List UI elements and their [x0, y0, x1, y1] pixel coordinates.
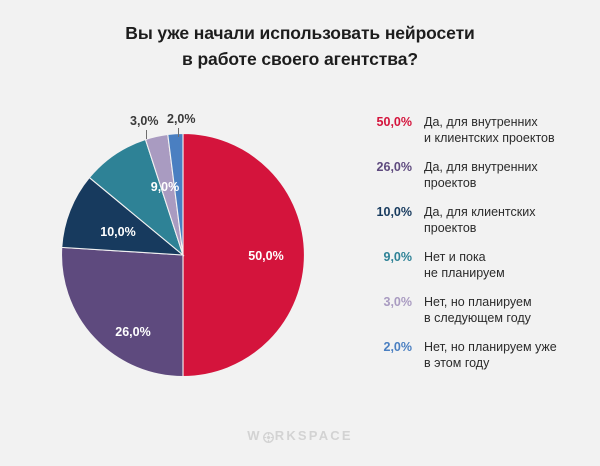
- legend-item[interactable]: 26,0% Да, для внутренних проектов: [360, 159, 595, 191]
- pie-outer-label-3: 3,0%: [130, 114, 159, 128]
- watermark: W RKSPACE: [0, 428, 600, 443]
- legend-item[interactable]: 9,0% Нет и пока не планируем: [360, 249, 595, 281]
- legend-item[interactable]: 50,0% Да, для внутренних и клиентских про…: [360, 114, 595, 146]
- legend-item[interactable]: 3,0% Нет, но планируем в следующем году: [360, 294, 595, 326]
- pie-chart: 50,0% 26,0% 10,0% 9,0%: [61, 133, 305, 377]
- legend-item-percent: 50,0%: [376, 115, 412, 129]
- legend-item-percent: 9,0%: [383, 250, 413, 264]
- pie-slice-label: 10,0%: [100, 225, 135, 239]
- pie-slice-label: 9,0%: [151, 180, 180, 194]
- legend-item-percent: 26,0%: [376, 160, 412, 174]
- watermark-text-before: W: [247, 428, 262, 443]
- watermark-text-after: RKSPACE: [274, 428, 353, 443]
- legend: 50,0% Да, для внутренних и клиентских про…: [360, 114, 595, 384]
- pie-slice-group: [61, 133, 305, 377]
- legend-item[interactable]: 10,0% Да, для клиентских проектов: [360, 204, 595, 236]
- legend-item-label: Нет, но планируем уже в этом году: [424, 340, 557, 370]
- legend-item-label: Нет и пока не планируем: [424, 250, 505, 280]
- pie-chart-svg: 50,0% 26,0% 10,0% 9,0%: [61, 133, 305, 377]
- legend-item-percent: 3,0%: [383, 295, 413, 309]
- pie-label-group: 50,0% 26,0% 10,0% 9,0%: [100, 180, 283, 339]
- pie-outer-label-2: 2,0%: [167, 112, 196, 126]
- pie-slice[interactable]: [61, 246, 184, 377]
- legend-item-percent: 10,0%: [376, 205, 412, 219]
- globe-icon: [262, 431, 274, 443]
- pie-leader-line-3: [146, 130, 147, 139]
- pie-slice-label: 26,0%: [115, 325, 150, 339]
- legend-item-label: Да, для внутренних проектов: [424, 160, 538, 190]
- legend-item-label: Да, для клиентских проектов: [424, 205, 536, 235]
- pie-slice[interactable]: [167, 133, 184, 256]
- legend-item-percent: 2,0%: [383, 340, 413, 354]
- legend-item-label: Да, для внутренних и клиентских проектов: [424, 115, 555, 145]
- pie-slice[interactable]: [61, 176, 185, 256]
- pie-slice[interactable]: [182, 133, 305, 377]
- page-title: Вы уже начали использовать нейросети в р…: [125, 23, 475, 69]
- pie-slice-label: 50,0%: [248, 249, 283, 263]
- pie-leader-line-2: [178, 128, 179, 137]
- legend-item-label: Нет, но планируем в следующем году: [424, 295, 532, 325]
- legend-item[interactable]: 2,0% Нет, но планируем уже в этом году: [360, 339, 595, 371]
